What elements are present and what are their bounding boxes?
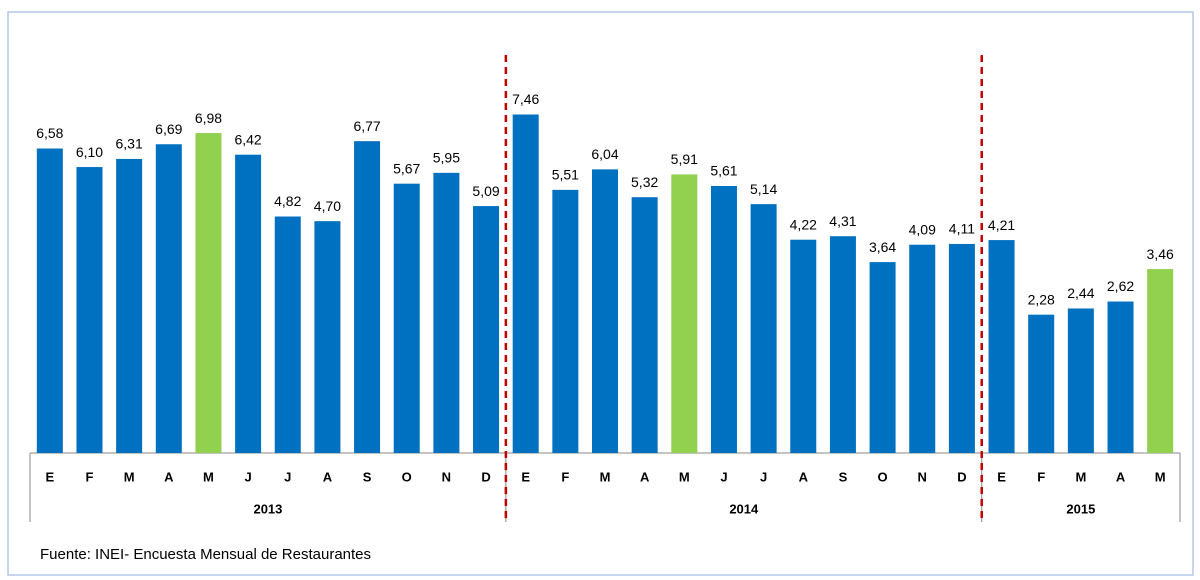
value-label: 4,11 — [949, 221, 975, 237]
bar — [354, 141, 381, 453]
x-tick-label: F — [1037, 469, 1045, 484]
bar — [433, 172, 460, 453]
x-tick-label: N — [442, 469, 451, 484]
x-tick-label: M — [203, 469, 214, 484]
value-label: 3,64 — [869, 239, 896, 255]
bar — [909, 244, 936, 453]
x-tick-label: S — [363, 469, 372, 484]
bar — [1147, 269, 1174, 453]
group-label: 2013 — [253, 501, 282, 516]
bar — [631, 197, 658, 453]
x-tick-label: M — [1075, 469, 1086, 484]
x-tick-label: A — [164, 469, 174, 484]
value-label: 6,42 — [234, 131, 261, 147]
x-tick-label: J — [720, 469, 727, 484]
x-tick-label: D — [957, 469, 966, 484]
bar — [948, 243, 975, 453]
x-tick-label: J — [760, 469, 767, 484]
value-label: 6,69 — [155, 121, 182, 137]
x-tick-label: S — [839, 469, 848, 484]
value-label: 6,77 — [353, 118, 380, 134]
value-label: 4,82 — [274, 193, 301, 209]
x-tick-label: F — [561, 469, 569, 484]
bar — [155, 144, 182, 453]
bar — [195, 133, 222, 453]
x-tick-label: M — [1155, 469, 1166, 484]
value-label: 6,58 — [36, 125, 63, 141]
x-tick-label: E — [997, 469, 1006, 484]
bar — [869, 262, 896, 453]
x-tick-label: N — [918, 469, 927, 484]
value-label: 6,31 — [116, 136, 143, 152]
bar — [393, 183, 420, 454]
value-label: 5,67 — [393, 160, 420, 176]
bar — [829, 236, 856, 453]
group-label: 2014 — [729, 501, 759, 516]
value-label: 5,61 — [710, 163, 737, 179]
bar — [274, 216, 301, 453]
footnote: Fuente: INEI- Encuesta Mensual de Restau… — [40, 546, 371, 563]
x-tick-label: A — [323, 469, 333, 484]
value-label: 5,09 — [472, 183, 499, 199]
value-label: 4,22 — [790, 216, 817, 232]
x-tick-label: D — [481, 469, 490, 484]
bar — [671, 174, 698, 453]
bar — [1107, 301, 1134, 453]
value-label: 4,70 — [314, 198, 341, 214]
bar — [314, 221, 341, 453]
bar — [790, 239, 817, 453]
value-label: 5,32 — [631, 174, 658, 190]
bar — [710, 185, 737, 453]
value-label: 6,04 — [591, 146, 618, 162]
value-label: 4,21 — [988, 217, 1015, 233]
x-tick-label: J — [284, 469, 291, 484]
bar — [235, 154, 262, 453]
value-label: 5,51 — [552, 167, 579, 183]
value-label: 7,46 — [512, 91, 539, 107]
x-tick-label: M — [600, 469, 611, 484]
bar — [36, 148, 63, 453]
x-tick-label: A — [640, 469, 650, 484]
value-label: 6,98 — [195, 110, 222, 126]
value-label: 6,10 — [76, 144, 103, 160]
bar — [1028, 314, 1055, 453]
bar — [116, 158, 143, 453]
x-tick-label: M — [124, 469, 135, 484]
bar — [552, 189, 579, 453]
bar — [473, 206, 500, 453]
value-label: 5,91 — [671, 151, 698, 167]
x-tick-label: E — [45, 469, 54, 484]
x-tick-label: F — [86, 469, 94, 484]
bar — [592, 169, 618, 453]
x-tick-label: A — [799, 469, 809, 484]
x-tick-label: M — [679, 469, 690, 484]
bar — [1067, 308, 1094, 453]
bar — [512, 114, 539, 453]
value-label: 2,28 — [1028, 291, 1055, 307]
value-label: 2,44 — [1067, 285, 1094, 301]
bar — [76, 167, 103, 453]
value-label: 2,62 — [1107, 278, 1134, 294]
x-tick-label: O — [878, 469, 888, 484]
x-tick-label: A — [1116, 469, 1126, 484]
value-label: 3,46 — [1147, 246, 1174, 262]
value-label: 5,14 — [750, 181, 777, 197]
value-label: 4,31 — [829, 213, 856, 229]
bar — [988, 240, 1015, 453]
x-tick-label: J — [244, 469, 251, 484]
x-tick-label: O — [402, 469, 412, 484]
group-label: 2015 — [1066, 501, 1095, 516]
value-label: 4,09 — [909, 221, 936, 237]
value-label: 5,95 — [433, 150, 460, 166]
x-tick-label: E — [521, 469, 530, 484]
bar — [750, 204, 777, 453]
